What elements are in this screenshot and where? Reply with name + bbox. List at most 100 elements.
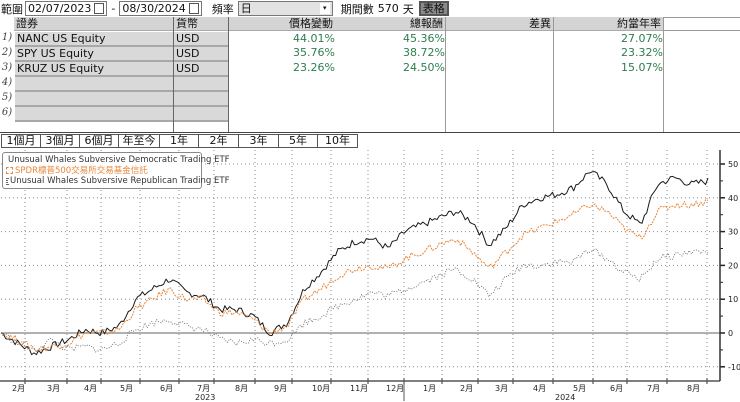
- chevron-down-icon[interactable]: ▾: [319, 3, 330, 14]
- y-tick-label: 0: [728, 329, 733, 338]
- x-month-label: 6月: [160, 384, 173, 393]
- series-line-spy: [0, 199, 709, 353]
- y-tick-label: 10: [728, 295, 738, 304]
- x-month-label: 1月: [423, 384, 436, 393]
- period-6m-button[interactable]: 6個月: [80, 135, 119, 147]
- frequency-label: 頻率: [211, 2, 234, 16]
- row-number: 4): [1, 77, 13, 88]
- x-month-label: 10月: [312, 384, 330, 393]
- period-2y-button[interactable]: 2年: [199, 135, 239, 147]
- x-month-label: 5月: [573, 384, 586, 393]
- x-month-label: 7月: [197, 384, 210, 393]
- legend-swatch-dashed-icon: [6, 167, 13, 175]
- period-buttons: 1個月 3個月 6個月 年至今 1年 2年 3年 5年 10年: [1, 134, 358, 148]
- total-return-value: 45.36%: [403, 32, 445, 45]
- currency-cell[interactable]: USD: [174, 32, 228, 47]
- total-return-value: 24.50%: [403, 61, 445, 74]
- security-cell[interactable]: KRUZ US Equity: [15, 62, 173, 77]
- x-month-label: 3月: [495, 384, 508, 393]
- period-count-value: 570: [377, 2, 399, 15]
- header-security[interactable]: 證券: [14, 17, 173, 31]
- period-ytd-button[interactable]: 年至今: [119, 135, 160, 147]
- chart-legend: Unusual Whales Subversive Democratic Tra…: [2, 152, 230, 189]
- header-price-change[interactable]: 價格變動: [228, 17, 335, 31]
- x-year-label: 2024: [555, 393, 575, 402]
- x-month-label: 2月: [460, 384, 473, 393]
- annualized-value: 15.07%: [621, 61, 663, 74]
- x-month-label: 12月: [386, 384, 404, 393]
- x-month-label: 11月: [350, 384, 368, 393]
- start-date-input[interactable]: 02/07/2023: [25, 1, 108, 16]
- calendar-icon[interactable]: [188, 3, 199, 14]
- column-divider: [173, 17, 174, 133]
- total-return-value: 38.72%: [403, 46, 445, 59]
- header-difference[interactable]: 差異: [446, 17, 553, 31]
- period-3m-button[interactable]: 3個月: [41, 135, 80, 147]
- security-cell-empty[interactable]: [15, 92, 173, 107]
- y-tick-label: 30: [728, 228, 738, 237]
- currency-cell-empty[interactable]: [174, 92, 228, 107]
- date-separator: -: [111, 2, 116, 15]
- period-3y-button[interactable]: 3年: [239, 135, 279, 147]
- header-annualized[interactable]: 約當年率: [554, 17, 663, 31]
- period-count-label: 期間數: [340, 2, 374, 16]
- x-month-label: 8月: [235, 384, 248, 393]
- legend-label: Unusual Whales Subversive Republican Tra…: [10, 176, 230, 186]
- y-tick-label: 20: [728, 261, 738, 270]
- column-divider: [445, 17, 446, 133]
- row-number: 6): [1, 107, 13, 118]
- x-month-label: 6月: [610, 384, 623, 393]
- y-tick-label: 40: [728, 194, 738, 203]
- column-divider: [228, 17, 229, 133]
- legend-item-kruz[interactable]: Unusual Whales Subversive Republican Tra…: [6, 176, 229, 187]
- currency-cell-empty[interactable]: [174, 77, 228, 92]
- price-change-value: 23.26%: [293, 61, 335, 74]
- legend-item-nanc[interactable]: Unusual Whales Subversive Democratic Tra…: [6, 155, 230, 166]
- price-change-value: 44.01%: [293, 32, 335, 45]
- period-1m-button[interactable]: 1個月: [2, 135, 41, 147]
- x-month-label: 2月: [12, 384, 25, 393]
- row-number: 1): [1, 32, 13, 43]
- period-unit: 天: [402, 2, 414, 16]
- x-month-label: 9月: [274, 384, 287, 393]
- table-bottom-border: [0, 132, 740, 133]
- x-month-label: 3月: [47, 384, 60, 393]
- row-number: 5): [1, 92, 13, 103]
- toolbar: 範圍 02/07/2023 - 08/30/2024 頻率 日 ▾ 期間數 57…: [0, 0, 740, 17]
- table-button[interactable]: 表格: [418, 1, 449, 16]
- series-line-nanc: [0, 171, 709, 356]
- y-tick-label: -10: [728, 363, 740, 372]
- currency-cell-empty[interactable]: [174, 107, 228, 122]
- legend-label: SPDR標普500交易所交易基金信託: [15, 165, 148, 176]
- x-month-label: 7月: [647, 384, 660, 393]
- end-date-input[interactable]: 08/30/2024: [119, 1, 202, 16]
- period-5y-button[interactable]: 5年: [279, 135, 318, 147]
- frequency-value: 日: [240, 2, 252, 15]
- x-month-label: 4月: [84, 384, 97, 393]
- x-month-label: 5月: [120, 384, 133, 393]
- column-divider: [553, 17, 554, 133]
- x-year-label: 2023: [195, 393, 215, 402]
- security-cell[interactable]: NANC US Equity: [15, 32, 173, 47]
- start-date-value: 02/07/2023: [28, 2, 92, 15]
- currency-cell[interactable]: USD: [174, 62, 228, 77]
- calendar-icon[interactable]: [94, 3, 105, 14]
- row-number: 2): [1, 47, 13, 58]
- y-tick-label: 50: [728, 160, 738, 169]
- currency-cell[interactable]: USD: [174, 47, 228, 62]
- period-1y-button[interactable]: 1年: [160, 135, 199, 147]
- security-cell-empty[interactable]: [15, 107, 173, 122]
- security-cell-empty[interactable]: [15, 77, 173, 92]
- range-label: 範圍: [1, 2, 23, 16]
- period-10y-button[interactable]: 10年: [318, 135, 358, 147]
- column-divider: [663, 17, 664, 133]
- legend-item-spy[interactable]: SPDR標普500交易所交易基金信託: [6, 166, 198, 177]
- header-currency[interactable]: 貨幣: [174, 17, 228, 31]
- legend-swatch-dotted-icon: [6, 177, 8, 185]
- header-blank: [664, 17, 740, 31]
- x-month-label: 8月: [687, 384, 700, 393]
- security-cell[interactable]: SPY US Equity: [15, 47, 173, 62]
- header-total-return[interactable]: 總報酬: [335, 17, 445, 31]
- price-change-value: 35.76%: [293, 46, 335, 59]
- frequency-select[interactable]: 日 ▾: [237, 1, 333, 16]
